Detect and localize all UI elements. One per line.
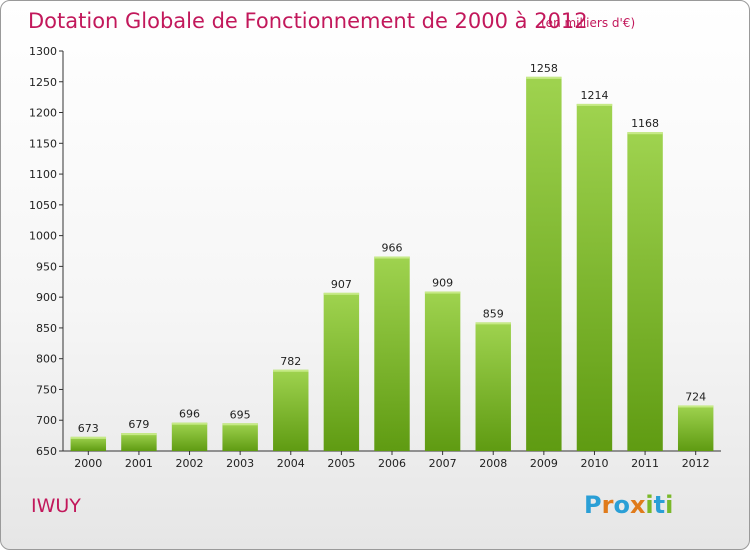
x-tick-label: 2004 [277,457,305,470]
x-tick-label: 2002 [176,457,204,470]
logo-letter: P [584,491,602,519]
y-tick-label: 650 [36,445,57,458]
value-label: 1214 [580,89,608,102]
bar-2003 [222,423,258,451]
logo-letter: x [629,491,646,519]
value-label: 695 [230,408,251,421]
y-tick-label: 750 [36,383,57,396]
value-label: 859 [483,307,504,320]
value-label: 1258 [530,62,558,75]
value-label: 966 [382,242,403,255]
bar-highlight [70,436,107,439]
bar-highlight [171,422,208,425]
y-tick-label: 850 [36,322,57,335]
logo-letter: i [645,491,654,519]
bar-highlight [475,322,511,325]
y-tick-label: 1250 [29,76,57,89]
bar-highlight [121,433,157,436]
bar-2005 [323,292,360,451]
value-label: 1168 [631,117,659,130]
x-tick-label: 2000 [74,457,102,470]
bar-2001 [121,433,157,451]
x-tick-label: 2012 [682,457,710,470]
bar-2000 [70,436,107,451]
x-tick-label: 2011 [631,457,659,470]
value-label: 782 [280,355,301,368]
bar-highlight [677,405,714,408]
x-tick-label: 2009 [530,457,558,470]
bar-highlight [627,132,663,135]
bar-highlight [424,291,461,294]
x-tick-label: 2010 [580,457,608,470]
x-tick-label: 2001 [125,457,153,470]
x-tick-label: 2008 [479,457,507,470]
logo-letter: r [601,491,614,519]
bar-2011 [627,132,663,451]
value-label: 696 [179,408,200,421]
chart-subtitle: (en milliers d'€) [541,16,636,30]
bar-2008 [475,322,511,451]
bar-highlight [526,76,562,79]
x-tick-label: 2006 [378,457,406,470]
x-tick-label: 2007 [429,457,457,470]
logo-letter: t [653,491,666,519]
y-tick-label: 800 [36,353,57,366]
bar-highlight [374,256,410,259]
bar-2006 [374,256,410,451]
proxiti-logo[interactable]: Proxiti [584,491,673,519]
y-tick-label: 900 [36,291,57,304]
axes: 650 700 750 800 850 900 950 1000 1050 1100 1150 120… [29,45,721,470]
bar-highlight [222,423,258,426]
x-tick-label: 2003 [226,457,254,470]
value-label: 907 [331,278,352,291]
y-tick-label: 1300 [29,45,57,58]
y-tick-label: 950 [36,260,57,273]
value-label: 679 [128,418,149,431]
y-tick-label: 1200 [29,107,57,120]
y-tick-label: 1100 [29,168,57,181]
bar-2012 [677,405,714,451]
bar-2007 [424,291,461,451]
y-tick-label: 700 [36,414,57,427]
commune-name: IWUY [31,495,81,517]
bar-highlight [323,292,360,295]
value-label: 909 [432,277,453,290]
bar-2009 [526,76,562,451]
value-label: 724 [685,390,706,403]
y-tick-label: 1000 [29,230,57,243]
bar-highlight [273,369,309,372]
bar-highlight [576,103,613,106]
bar-2002 [171,422,208,451]
y-tick-label: 1150 [29,137,57,150]
x-tick-label: 2005 [327,457,355,470]
y-tick-label: 1050 [29,199,57,212]
bar-2010 [576,103,613,451]
bar-2004 [273,369,309,451]
logo-letter: o [613,491,630,519]
value-label: 673 [78,422,99,435]
logo-letter: i [665,491,674,519]
bars: 673 679 696 695 782 907 966 909 859 1258 1214 1168 7… [70,62,714,451]
chart-title: Dotation Globale de Fonctionnement de 20… [28,9,588,33]
